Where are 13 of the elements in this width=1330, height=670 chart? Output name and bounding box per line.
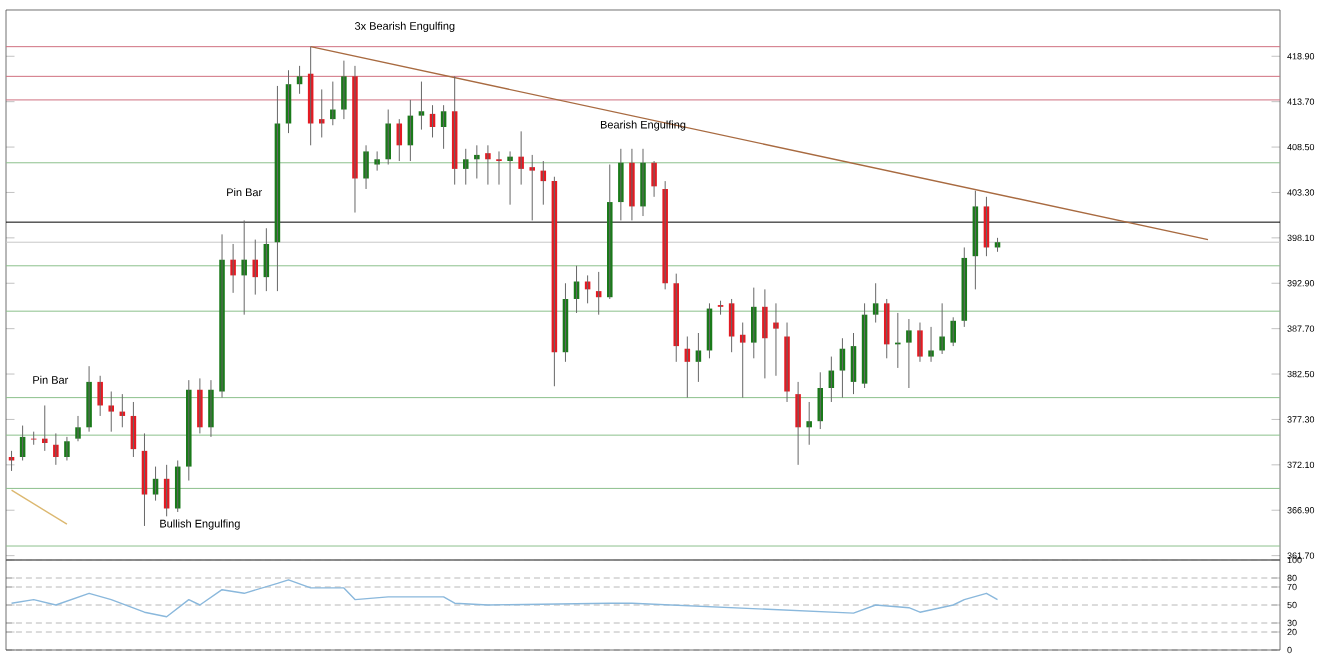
candlestick	[385, 109, 391, 166]
candlestick	[186, 379, 192, 482]
candlestick	[108, 391, 115, 433]
candlestick	[751, 287, 757, 359]
candlestick	[817, 371, 824, 430]
candlestick	[462, 148, 469, 186]
line-series	[10, 579, 999, 618]
candlestick	[529, 154, 535, 221]
candlestick	[662, 180, 668, 290]
candlestick	[607, 164, 613, 300]
candlestick	[673, 273, 680, 363]
candlestick	[883, 298, 890, 359]
candlestick	[950, 316, 956, 347]
